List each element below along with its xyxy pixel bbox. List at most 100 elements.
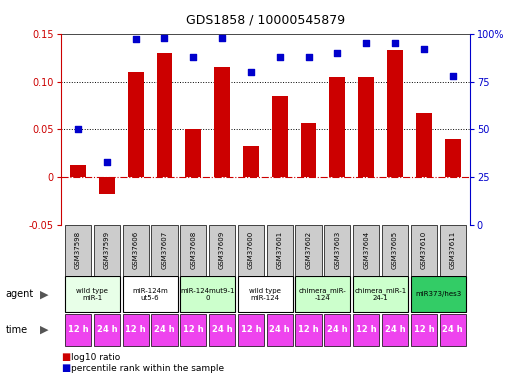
Text: GSM37610: GSM37610 (421, 231, 427, 269)
Bar (359, 77, 374, 177)
Text: GSM37611: GSM37611 (450, 231, 456, 269)
Bar (99, 177, 115, 194)
Bar (382, 314, 408, 346)
Bar (180, 276, 235, 312)
Bar (300, 123, 316, 177)
Text: 24 h: 24 h (327, 326, 347, 334)
Text: 12 h: 12 h (241, 326, 261, 334)
Bar (439, 314, 466, 346)
Text: ▶: ▶ (40, 325, 48, 335)
Text: 12 h: 12 h (413, 326, 434, 334)
Text: ■: ■ (61, 363, 70, 373)
Point (448, 73, 457, 79)
Bar (93, 225, 120, 276)
Bar (122, 314, 149, 346)
Text: 24 h: 24 h (442, 326, 463, 334)
Text: miR-124mut9-1
0: miR-124mut9-1 0 (181, 288, 235, 301)
Text: 12 h: 12 h (183, 326, 204, 334)
Point (362, 40, 371, 46)
Bar (296, 276, 351, 312)
Text: 24 h: 24 h (269, 326, 290, 334)
Bar (416, 113, 432, 177)
Text: miR373/hes3: miR373/hes3 (415, 291, 461, 297)
Bar (65, 314, 91, 346)
Bar (445, 139, 460, 177)
Text: GSM37600: GSM37600 (248, 231, 254, 269)
Bar (267, 314, 293, 346)
Bar (70, 165, 86, 177)
Bar (65, 276, 120, 312)
Text: percentile rank within the sample: percentile rank within the sample (71, 364, 224, 373)
Bar (411, 314, 437, 346)
Text: GSM37606: GSM37606 (133, 231, 139, 269)
Text: GSM37608: GSM37608 (190, 231, 196, 269)
Bar (122, 225, 149, 276)
Bar (411, 225, 437, 276)
Text: GSM37599: GSM37599 (104, 231, 110, 269)
Point (247, 69, 255, 75)
Text: ▶: ▶ (40, 290, 48, 299)
Point (218, 34, 227, 40)
Point (333, 50, 342, 56)
Text: 12 h: 12 h (298, 326, 319, 334)
Text: 24 h: 24 h (154, 326, 175, 334)
Point (304, 54, 313, 60)
Bar (180, 225, 206, 276)
Point (102, 159, 111, 165)
Text: GSM37603: GSM37603 (334, 231, 341, 269)
Text: 24 h: 24 h (97, 326, 117, 334)
Bar (296, 225, 322, 276)
Text: ■: ■ (61, 352, 70, 362)
Bar (353, 225, 379, 276)
Bar (411, 276, 466, 312)
Bar (185, 129, 201, 177)
Point (391, 40, 399, 46)
Bar (65, 225, 91, 276)
Text: GSM37607: GSM37607 (162, 231, 167, 269)
Bar (128, 72, 144, 177)
Bar (238, 225, 264, 276)
Bar (387, 50, 403, 177)
Text: 12 h: 12 h (68, 326, 88, 334)
Bar (180, 314, 206, 346)
Text: wild type
miR-124: wild type miR-124 (249, 288, 281, 301)
Text: GSM37598: GSM37598 (75, 231, 81, 269)
Bar (353, 314, 379, 346)
Bar (382, 225, 408, 276)
Text: GDS1858 / 10000545879: GDS1858 / 10000545879 (186, 13, 345, 26)
Bar (152, 225, 177, 276)
Bar (214, 67, 230, 177)
Text: 24 h: 24 h (212, 326, 232, 334)
Bar (122, 276, 177, 312)
Text: GSM37602: GSM37602 (306, 231, 312, 269)
Text: agent: agent (5, 290, 34, 299)
Bar (272, 96, 288, 177)
Bar (243, 146, 259, 177)
Text: log10 ratio: log10 ratio (71, 352, 120, 362)
Text: miR-124m
ut5-6: miR-124m ut5-6 (132, 288, 168, 301)
Bar (209, 314, 235, 346)
Bar (238, 314, 264, 346)
Point (131, 36, 140, 42)
Text: wild type
miR-1: wild type miR-1 (77, 288, 108, 301)
Bar (353, 276, 408, 312)
Bar (324, 314, 351, 346)
Bar (238, 276, 293, 312)
Point (74, 126, 82, 132)
Text: chimera_miR-
-124: chimera_miR- -124 (299, 288, 347, 301)
Text: chimera_miR-1
24-1: chimera_miR-1 24-1 (354, 288, 407, 301)
Bar (156, 53, 172, 177)
Point (160, 34, 168, 40)
Bar (152, 314, 177, 346)
Bar (209, 225, 235, 276)
Text: 12 h: 12 h (125, 326, 146, 334)
Bar (267, 225, 293, 276)
Bar (329, 77, 345, 177)
Text: GSM37601: GSM37601 (277, 231, 282, 269)
Text: GSM37605: GSM37605 (392, 231, 398, 269)
Text: 12 h: 12 h (356, 326, 376, 334)
Text: time: time (5, 325, 27, 335)
Bar (439, 225, 466, 276)
Bar (93, 314, 120, 346)
Point (276, 54, 284, 60)
